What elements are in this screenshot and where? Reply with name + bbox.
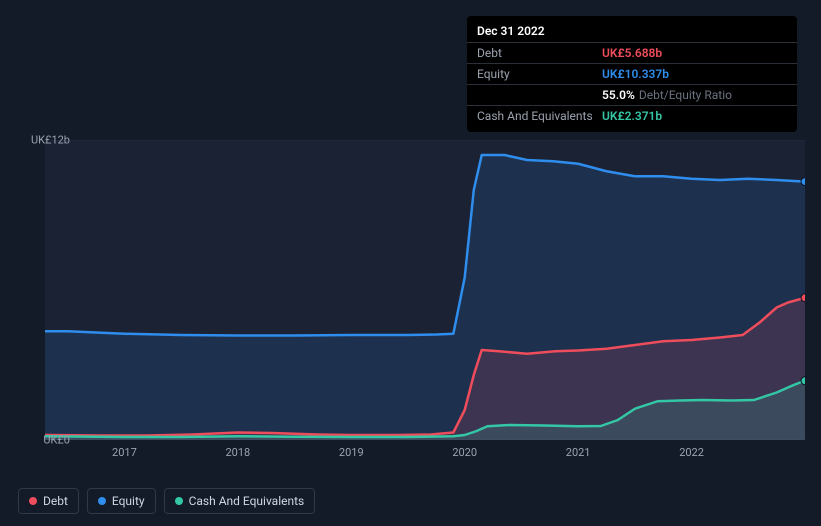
legend-dot <box>29 497 37 505</box>
y-tick-label: UK£12b <box>31 134 70 147</box>
legend-dot <box>98 497 106 505</box>
chart-tooltip: Dec 31 2022 DebtUK£5.688bEquityUK£10.337… <box>467 16 797 132</box>
tooltip-row: DebtUK£5.688b <box>467 42 797 63</box>
tooltip-row: Cash And EquivalentsUK£2.371b <box>467 105 797 126</box>
tooltip-value: 55.0%Debt/Equity Ratio <box>602 88 732 102</box>
x-tick-label: 2021 <box>566 446 591 459</box>
tooltip-row: EquityUK£10.337b <box>467 63 797 84</box>
chart-plot <box>45 140 805 440</box>
tooltip-value: UK£5.688b <box>602 46 662 60</box>
legend-item[interactable]: Cash And Equivalents <box>164 488 316 514</box>
legend-dot <box>175 497 183 505</box>
tooltip-row: 55.0%Debt/Equity Ratio <box>467 84 797 105</box>
tooltip-label: Equity <box>477 67 602 81</box>
x-tick-label: 2020 <box>452 446 477 459</box>
tooltip-value-sub: Debt/Equity Ratio <box>639 88 732 102</box>
y-tick-label: UK£0 <box>43 434 70 447</box>
x-tick-label: 2017 <box>112 446 137 459</box>
legend-item[interactable]: Equity <box>87 488 156 514</box>
chart-container: UK£0 UK£12b 2017 2018 2019 2020 2021 2022 <box>15 120 805 500</box>
tooltip-value: UK£10.337b <box>602 67 669 81</box>
tooltip-date: Dec 31 2022 <box>467 22 797 42</box>
x-tick-label: 2018 <box>225 446 250 459</box>
tooltip-label: Cash And Equivalents <box>477 109 602 123</box>
tooltip-value: UK£2.371b <box>602 109 662 123</box>
legend-item[interactable]: Debt <box>18 488 79 514</box>
legend-label: Equity <box>112 494 145 508</box>
tooltip-label: Debt <box>477 46 602 60</box>
tooltip-rows: DebtUK£5.688bEquityUK£10.337b55.0%Debt/E… <box>467 42 797 126</box>
x-tick-label: 2022 <box>679 446 704 459</box>
legend-label: Cash And Equivalents <box>189 494 305 508</box>
legend-label: Debt <box>43 494 68 508</box>
chart-legend: Debt Equity Cash And Equivalents <box>18 488 315 514</box>
x-tick-label: 2019 <box>339 446 364 459</box>
tooltip-label <box>477 88 602 102</box>
